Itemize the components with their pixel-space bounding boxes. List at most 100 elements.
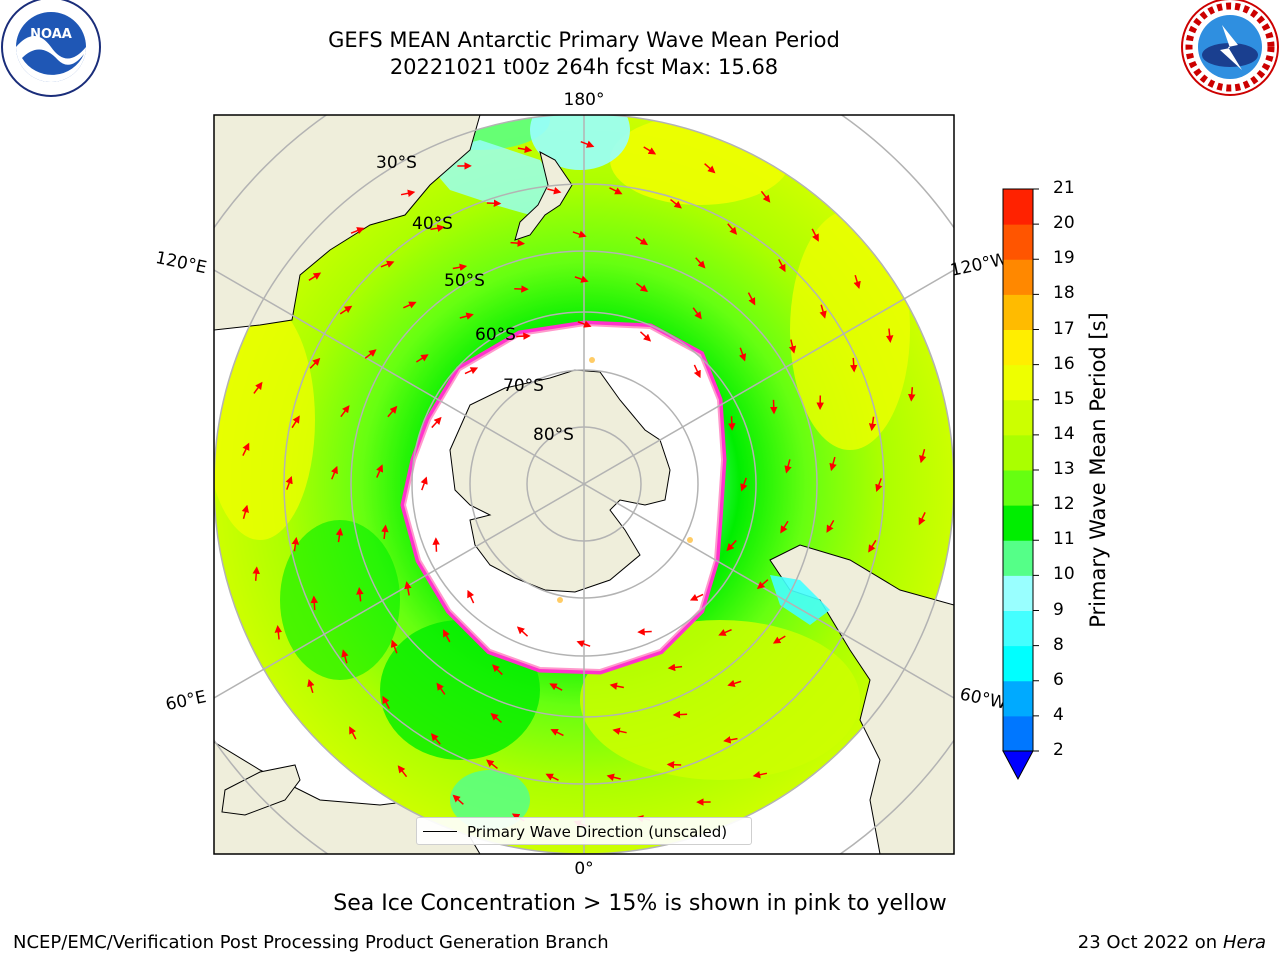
colorbar [1002, 188, 1039, 781]
colorbar-tick-label: 20 [1053, 213, 1075, 234]
lon-label-120w: 120°W [949, 249, 1010, 281]
colorbar-tick-label: 2 [1053, 740, 1064, 760]
wave-arrow [452, 263, 468, 271]
wave-arrow [829, 456, 837, 472]
lat-label-50s: 50°S [444, 271, 485, 291]
wave-arrow [778, 259, 786, 273]
colorbar-bin [1003, 399, 1033, 436]
wave-arrow [309, 357, 321, 369]
wave-arrow [330, 465, 338, 480]
wave-arrow [609, 682, 624, 690]
colorbar-bin [1003, 189, 1033, 225]
noaa-logo-text: NOAA [30, 27, 72, 42]
wave-arrow [274, 625, 283, 640]
legend-label: Primary Wave Direction (unscaled) [467, 823, 728, 841]
wave-arrow [430, 733, 441, 745]
colorbar-bin [1003, 610, 1033, 647]
colorbar-bin [1003, 259, 1033, 295]
wave-arrow [550, 729, 564, 737]
footer-date-text: 23 Oct 2022 on [1077, 932, 1218, 953]
colorbar-tick-label: 16 [1053, 353, 1075, 374]
wave-arrow [635, 236, 649, 246]
wave-arrow [252, 566, 260, 581]
wave-arrow [756, 579, 769, 590]
wave-arrow [547, 187, 562, 195]
colorbar-tick-label: 13 [1053, 459, 1075, 479]
colorbar-tick-label: 14 [1053, 423, 1075, 444]
wave-arrow [918, 512, 926, 526]
colorbar-bin [1003, 434, 1033, 471]
wave-arrow [780, 520, 789, 534]
wave-arrow [726, 539, 737, 552]
wave-arrow [885, 328, 894, 343]
wave-arrow [574, 275, 589, 283]
wave-arrow [464, 367, 479, 375]
colorbar-tick-label: 4 [1053, 704, 1064, 725]
wave-arrow [387, 405, 398, 418]
wave-arrow [380, 260, 395, 268]
wave-arrow [811, 228, 819, 242]
colorbar-bin [1003, 575, 1033, 611]
colorbar-bin [1003, 470, 1033, 506]
wave-direction-arrows [241, 140, 927, 828]
wave-arrow [310, 595, 319, 611]
colorbar-tick-label: 10 [1053, 564, 1075, 585]
wave-arrow [492, 664, 503, 676]
footer-host: Hera [1222, 932, 1266, 953]
wave-arrow [612, 727, 627, 735]
wave-arrow [819, 304, 827, 319]
wave-arrow [390, 639, 398, 654]
wave-arrow [516, 332, 531, 340]
wave-arrow [727, 223, 738, 235]
colorbar-tick-label: 12 [1053, 494, 1075, 515]
wave-arrow [695, 257, 706, 269]
map-legend: Primary Wave Direction (unscaled) [416, 817, 752, 845]
wave-arrow [241, 504, 249, 519]
wave-arrow [436, 682, 446, 695]
wave-arrow [576, 640, 591, 648]
colorbar-bin [1003, 645, 1033, 682]
colorbar-bin [1003, 680, 1033, 717]
wave-arrow [307, 678, 315, 694]
wave-arrow [490, 713, 503, 724]
wave-arrow [291, 415, 300, 429]
map-frame [213, 114, 955, 855]
wave-arrow [340, 405, 350, 418]
sea-ice-caption: Sea Ice Concentration > 15% is shown in … [333, 891, 947, 916]
wave-arrow [381, 524, 389, 540]
nws-logo [1181, 0, 1279, 96]
wave-arrow [853, 274, 861, 290]
wave-arrow [545, 773, 559, 781]
colorbar-label: Primary Wave Mean Period [s] [1086, 312, 1110, 628]
wave-arrow [291, 536, 300, 552]
wave-arrow [875, 478, 883, 493]
wave-arrow [420, 476, 428, 491]
colorbar-tick-label: 18 [1053, 283, 1075, 304]
wave-arrow [784, 459, 792, 474]
wave-arrow [849, 357, 858, 373]
wave-arrow [400, 189, 416, 198]
wave-arrow [285, 475, 293, 490]
legend-line-swatch [423, 831, 457, 832]
new-zealand-land [514, 151, 573, 241]
wave-arrow [516, 626, 529, 637]
wave-arrow [739, 347, 747, 362]
wave-arrow [908, 387, 916, 402]
colorbar-tick-label: 8 [1053, 634, 1064, 655]
wave-arrow [693, 364, 701, 379]
wave-arrow [430, 224, 445, 232]
footer-credit: NCEP/EMC/Verification Post Processing Pr… [13, 932, 609, 953]
wave-arrow [467, 589, 475, 604]
wave-arrow [308, 272, 322, 281]
wave-arrow [459, 312, 474, 320]
wave-arrow [635, 282, 649, 293]
wave-arrow [723, 736, 738, 744]
colorbar-bin [1003, 715, 1033, 752]
colorbar-bin [1003, 505, 1033, 541]
wave-arrow [382, 695, 390, 709]
lon-label-0: 0° [574, 859, 593, 879]
wave-arrow [868, 539, 877, 553]
wave-arrow [670, 198, 682, 209]
colorbar-tick-label: 19 [1053, 248, 1075, 269]
